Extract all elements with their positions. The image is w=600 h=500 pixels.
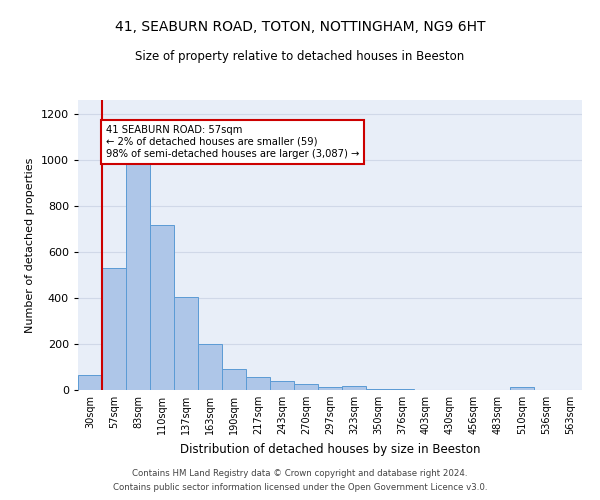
Bar <box>174 297 198 390</box>
Bar <box>222 370 246 390</box>
Bar <box>294 384 318 390</box>
Bar <box>126 160 150 390</box>
X-axis label: Distribution of detached houses by size in Beeston: Distribution of detached houses by size … <box>180 442 480 456</box>
Bar <box>318 387 342 390</box>
Bar <box>198 344 222 390</box>
Bar <box>342 386 366 390</box>
Text: Contains HM Land Registry data © Crown copyright and database right 2024.: Contains HM Land Registry data © Crown c… <box>132 468 468 477</box>
Y-axis label: Number of detached properties: Number of detached properties <box>25 158 35 332</box>
Bar <box>510 386 534 390</box>
Bar <box>246 377 270 390</box>
Bar <box>150 226 174 390</box>
Bar <box>366 389 390 390</box>
Bar <box>78 375 102 390</box>
Text: 41, SEABURN ROAD, TOTON, NOTTINGHAM, NG9 6HT: 41, SEABURN ROAD, TOTON, NOTTINGHAM, NG9… <box>115 20 485 34</box>
Text: Contains public sector information licensed under the Open Government Licence v3: Contains public sector information licen… <box>113 484 487 492</box>
Text: 41 SEABURN ROAD: 57sqm
← 2% of detached houses are smaller (59)
98% of semi-deta: 41 SEABURN ROAD: 57sqm ← 2% of detached … <box>106 126 359 158</box>
Text: Size of property relative to detached houses in Beeston: Size of property relative to detached ho… <box>136 50 464 63</box>
Bar <box>102 268 126 390</box>
Bar <box>270 382 294 390</box>
